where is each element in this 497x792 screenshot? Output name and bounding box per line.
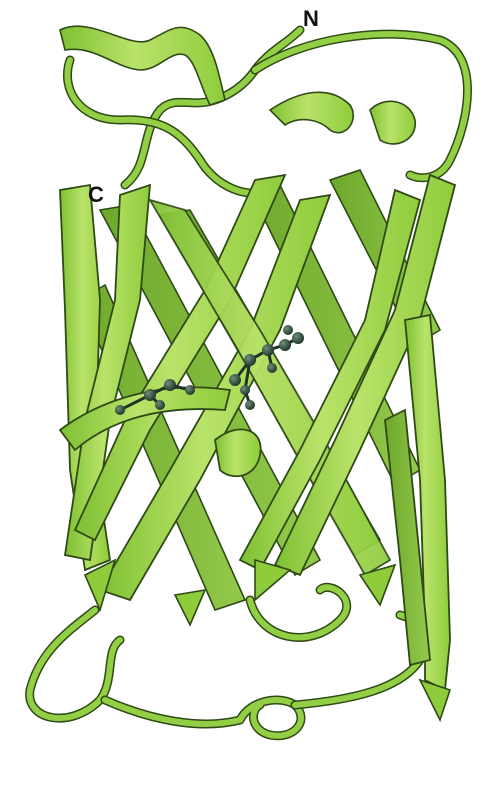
- top-helix-ribbon: [59, 25, 416, 145]
- loop-coils: [25, 25, 472, 741]
- strand-arrowheads: [83, 558, 452, 723]
- front-strands: [58, 173, 457, 692]
- n-terminus-label: N: [303, 6, 319, 31]
- chromophore-ball-and-stick: [115, 325, 304, 415]
- c-terminus-label: C: [88, 182, 104, 207]
